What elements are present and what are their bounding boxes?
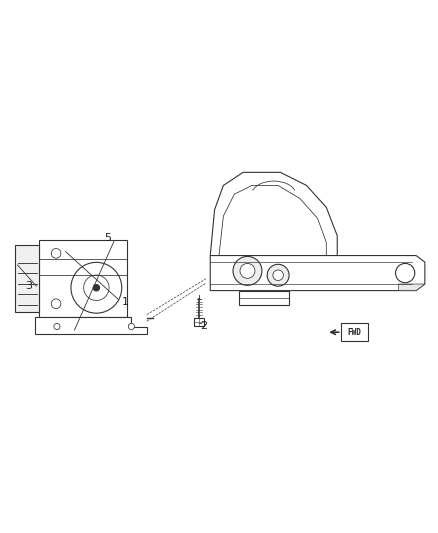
Bar bbox=[194, 318, 204, 326]
Polygon shape bbox=[210, 255, 425, 290]
Bar bbox=[239, 290, 289, 304]
Circle shape bbox=[71, 262, 122, 313]
Circle shape bbox=[84, 275, 109, 301]
Text: 3: 3 bbox=[25, 281, 32, 291]
Circle shape bbox=[267, 264, 289, 286]
Circle shape bbox=[240, 263, 255, 278]
Circle shape bbox=[93, 285, 99, 291]
Text: 2: 2 bbox=[200, 321, 207, 330]
Circle shape bbox=[233, 256, 262, 285]
Polygon shape bbox=[399, 284, 425, 290]
Bar bbox=[15, 245, 39, 312]
Polygon shape bbox=[35, 317, 147, 334]
Text: 1: 1 bbox=[121, 296, 128, 306]
Text: FWD: FWD bbox=[347, 328, 361, 337]
FancyBboxPatch shape bbox=[341, 324, 368, 341]
Circle shape bbox=[396, 263, 415, 282]
Circle shape bbox=[128, 324, 134, 329]
Text: 5: 5 bbox=[104, 233, 111, 243]
Bar bbox=[39, 240, 127, 317]
Circle shape bbox=[51, 299, 61, 309]
Circle shape bbox=[54, 324, 60, 329]
Circle shape bbox=[51, 248, 61, 258]
Circle shape bbox=[273, 270, 283, 280]
